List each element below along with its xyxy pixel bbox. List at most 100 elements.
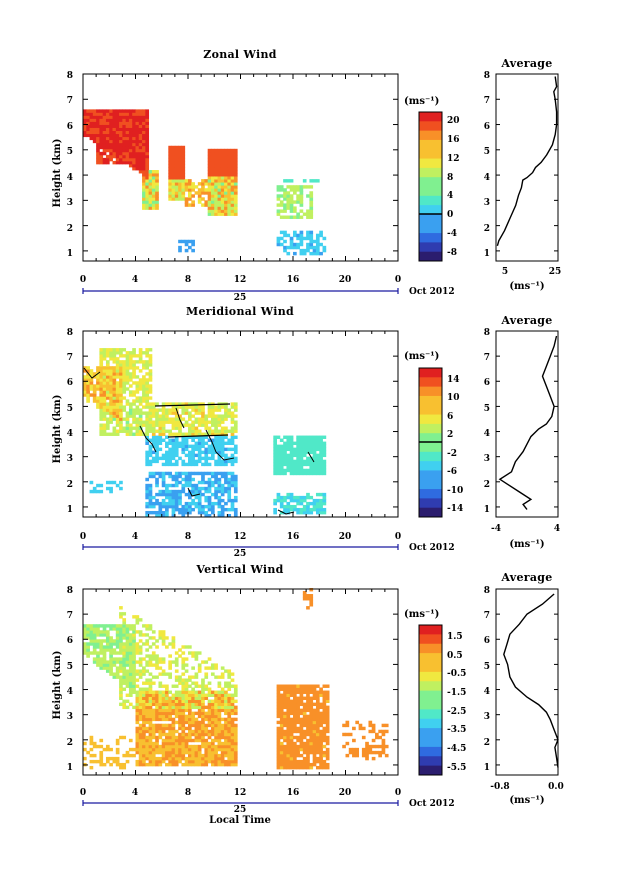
vertical-heatmap-cell — [217, 690, 222, 694]
zonal-heatmap-cell — [296, 212, 300, 216]
vertical-heatmap-cell — [220, 702, 225, 707]
vertical-heatmap-cell — [102, 639, 107, 643]
meridional-heatmap-cell — [135, 408, 140, 412]
meridional-heatmap-cell — [283, 441, 287, 446]
vertical-heatmap-cell — [171, 684, 176, 688]
meridional-heatmap-cell — [188, 474, 192, 479]
zonal-heatmap-cell — [293, 245, 297, 250]
zonal-heatmap-cell — [142, 127, 146, 132]
vertical-heatmap-cell — [165, 762, 169, 767]
meridional-heatmap-cell — [217, 417, 222, 421]
meridional-heatmap-cell — [279, 462, 284, 467]
meridional-heatmap-cell — [204, 435, 209, 439]
vertical-xticks: 0 4 8 12 16 20 0 — [80, 788, 401, 798]
vertical-heatmap-cell — [371, 750, 376, 755]
zonal-heatmap-cell — [155, 200, 159, 204]
meridional-heatmap-cell — [96, 381, 100, 385]
vertical-heatmap-cell — [296, 744, 300, 749]
vertical-heatmap-cell — [132, 654, 136, 658]
vertical-heatmap-cell — [96, 663, 100, 667]
vertical-heatmap-cell — [309, 720, 314, 725]
zonal-heatmap-cell — [227, 170, 232, 174]
vertical-heatmap-cell — [161, 693, 166, 697]
meridional-heatmap-cell — [220, 438, 225, 442]
meridional-heatmap-cell — [148, 450, 153, 455]
meridional-heatmap-cell — [181, 507, 186, 512]
vertical-heatmap-cell — [148, 753, 153, 758]
meridional-heatmap-cell — [197, 471, 202, 476]
meridional-heatmap-cell — [151, 423, 156, 427]
meridional-heatmap-cell — [155, 438, 159, 442]
vertical-heatmap-cell — [102, 747, 107, 752]
meridional-heatmap-cell — [188, 492, 192, 497]
meridional-heatmap-cell — [158, 507, 163, 512]
meridional-heatmap-cell — [217, 450, 222, 455]
zonal-heatmap-cell — [178, 173, 182, 177]
meridional-heatmap-cell — [296, 453, 300, 458]
zonal-heatmap-cell — [276, 203, 281, 207]
meridional-heatmap-cell — [306, 468, 310, 473]
zonal-colorbar-ticks: 20 16 12 8 4 0 -4 -8 — [447, 116, 460, 258]
meridional-heatmap-cell — [155, 483, 159, 488]
meridional-heatmap-cell — [89, 489, 94, 494]
vertical-heatmap-cell — [181, 699, 186, 704]
meridional-heatmap-cell — [279, 495, 284, 500]
meridional-heatmap-cell — [230, 402, 235, 406]
meridional-heatmap-cell — [168, 489, 172, 494]
vertical-heatmap-cell — [155, 714, 159, 719]
meridional-heatmap-cell — [289, 465, 294, 470]
vertical-heatmap-cell — [122, 765, 127, 770]
meridional-heatmap-cell — [322, 450, 327, 455]
meridional-heatmap-cell — [105, 402, 110, 406]
meridional-heatmap-cell — [109, 348, 113, 352]
meridional-heatmap-cell — [161, 414, 166, 418]
meridional-heatmap-cell — [128, 405, 133, 409]
meridional-heatmap-cell — [296, 465, 300, 470]
meridional-heatmap-cell — [86, 384, 90, 388]
vertical-heatmap-cell — [168, 744, 172, 749]
meridional-heatmap-cell — [230, 471, 235, 476]
vertical-heatmap-cell — [138, 738, 143, 743]
vertical-heatmap-cell — [135, 732, 140, 737]
zonal-heatmap-cell — [207, 200, 212, 204]
vertical-heatmap-cell — [128, 702, 133, 707]
meridional-colorbar-swatch — [419, 423, 442, 434]
zonal-heatmap-cell — [125, 139, 130, 144]
zonal-heatmap-cell — [142, 163, 146, 168]
zonal-heatmap-cell — [184, 197, 189, 201]
meridional-colorbar-ramp — [419, 368, 442, 518]
zonal-avg-ytick-7: 7 — [484, 96, 490, 106]
zonal-heatmap-cell — [276, 194, 281, 198]
meridional-heatmap-cell — [138, 369, 143, 373]
vertical-heatmap-cell — [276, 708, 281, 713]
meridional-heatmap-cell — [227, 441, 232, 446]
vertical-heatmap-cell — [204, 750, 209, 755]
vertical-heatmap-cell — [296, 699, 300, 704]
vertical-heatmap-cell — [138, 759, 143, 764]
vertical-colorbar-unit: (ms⁻¹) — [404, 609, 439, 620]
meridional-heatmap-cell — [112, 393, 117, 397]
zonal-heatmap-cell — [115, 139, 120, 144]
vertical-heatmap-cell — [224, 738, 228, 743]
vertical-heatmap-cell — [197, 747, 202, 752]
vertical-heatmap-cell — [312, 702, 317, 707]
meridional-heatmap-cell — [145, 453, 150, 458]
zonal-heatmap-cell — [296, 236, 300, 241]
vertical-heatmap-cell — [145, 624, 150, 628]
vertical-heatmap-cell — [138, 663, 143, 667]
meridional-heatmap-cell — [197, 459, 202, 464]
vertical-heatmap-cell — [207, 756, 212, 761]
meridional-heatmap-cell — [102, 381, 107, 385]
vertical-heatmap-cell — [168, 726, 172, 731]
vertical-heatmap-cell — [286, 699, 291, 704]
vertical-heatmap-cell — [138, 753, 143, 758]
vertical-heatmap-cell — [181, 702, 186, 707]
vertical-heatmap-cell — [361, 726, 366, 731]
meridional-heatmap-cell — [119, 486, 123, 491]
vertical-heatmap-cell — [132, 642, 136, 646]
zonal-heatmap-cell — [96, 145, 100, 150]
zonal-cbar-tick-8: 8 — [447, 173, 453, 183]
meridional-heatmap-cell — [122, 381, 127, 385]
vertical-heatmap-cell — [315, 729, 320, 734]
meridional-heatmap-cell — [204, 450, 209, 455]
